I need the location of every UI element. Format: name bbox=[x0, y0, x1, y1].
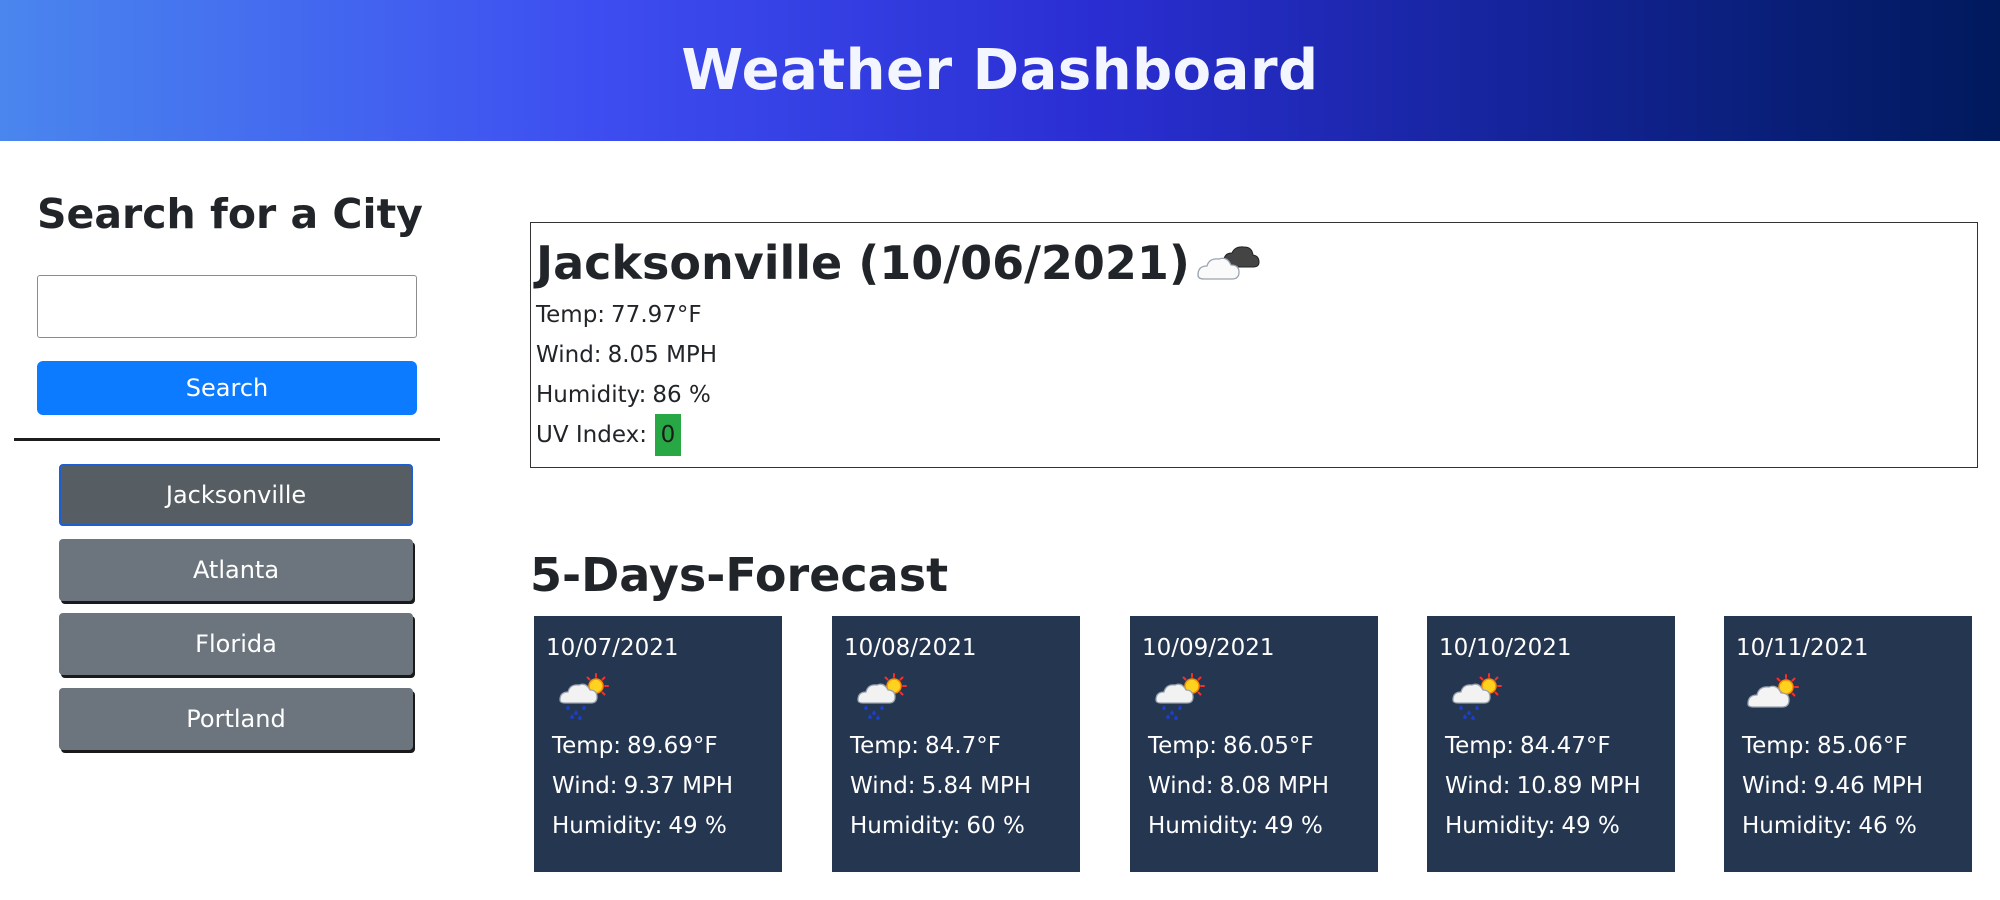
search-heading: Search for a City bbox=[37, 190, 423, 238]
current-weather-card: Jacksonville (10/06/2021) Temp: 77.97°F … bbox=[530, 222, 1978, 468]
wind-label: Wind: bbox=[850, 773, 916, 799]
forecast-heading: 5-Days-Forecast bbox=[530, 548, 949, 602]
forecast-wind: Wind: 8.08 MPH bbox=[1142, 766, 1366, 806]
temp-value: 84.7°F bbox=[925, 733, 1001, 759]
partly-cloudy-icon bbox=[1194, 241, 1260, 285]
wind-label: Wind: bbox=[1445, 773, 1511, 799]
temp-value: 77.97°F bbox=[611, 302, 702, 328]
humidity-value: 49 % bbox=[1561, 813, 1620, 839]
humidity-value: 60 % bbox=[966, 813, 1025, 839]
history-item-portland[interactable]: Portland bbox=[59, 687, 413, 750]
humidity-value: 46 % bbox=[1858, 813, 1917, 839]
forecast-humidity: Humidity: 49 % bbox=[1439, 806, 1663, 846]
humidity-label: Humidity: bbox=[552, 813, 663, 839]
page-title: Weather Dashboard bbox=[681, 38, 1319, 103]
history-item-atlanta[interactable]: Atlanta bbox=[59, 538, 413, 601]
humidity-value: 49 % bbox=[1264, 813, 1323, 839]
city-search-input[interactable] bbox=[37, 275, 417, 338]
sidebar-divider bbox=[14, 438, 440, 441]
current-wind: Wind: 8.05 MPH bbox=[536, 335, 1972, 375]
forecast-temp: Temp: 84.7°F bbox=[844, 726, 1068, 766]
temp-label: Temp: bbox=[1148, 733, 1218, 759]
forecast-humidity: Humidity: 49 % bbox=[546, 806, 770, 846]
forecast-date: 10/08/2021 bbox=[844, 635, 977, 661]
forecast-temp: Temp: 84.47°F bbox=[1439, 726, 1663, 766]
forecast-card: 10/09/2021 Temp: 86.05°F Wind: 8.08 MPH Hu… bbox=[1130, 616, 1378, 872]
forecast-card: 10/08/2021 Temp: 84.7°F Wind: 5.84 MPH Hum… bbox=[832, 616, 1080, 872]
search-history-list: Jacksonville Atlanta Florida Portland bbox=[59, 464, 413, 762]
temp-label: Temp: bbox=[1742, 733, 1812, 759]
app-header: Weather Dashboard bbox=[0, 0, 2000, 141]
wind-value: 10.89 MPH bbox=[1516, 773, 1641, 799]
humidity-label: Humidity: bbox=[1445, 813, 1556, 839]
forecast-temp: Temp: 85.06°F bbox=[1736, 726, 1960, 766]
current-city-date: Jacksonville (10/06/2021) bbox=[536, 236, 1190, 290]
current-weather-header: Jacksonville (10/06/2021) bbox=[536, 231, 1972, 295]
current-humidity: Humidity: 86 % bbox=[536, 375, 1972, 415]
forecast-wind: Wind: 5.84 MPH bbox=[844, 766, 1068, 806]
wind-label: Wind: bbox=[1148, 773, 1214, 799]
temp-value: 89.69°F bbox=[627, 733, 718, 759]
temp-label: Temp: bbox=[850, 733, 920, 759]
forecast-humidity: Humidity: 60 % bbox=[844, 806, 1068, 846]
rain-sun-icon bbox=[1445, 672, 1505, 720]
wind-value: 9.37 MPH bbox=[623, 773, 734, 799]
wind-value: 8.05 MPH bbox=[607, 342, 718, 368]
temp-label: Temp: bbox=[536, 302, 606, 328]
forecast-date: 10/10/2021 bbox=[1439, 635, 1572, 661]
forecast-row: 10/07/2021 Temp: 89.69°F Wind: 9.37 MPH Hu… bbox=[534, 616, 1974, 872]
forecast-wind: Wind: 10.89 MPH bbox=[1439, 766, 1663, 806]
forecast-date: 10/11/2021 bbox=[1736, 635, 1869, 661]
wind-label: Wind: bbox=[552, 773, 618, 799]
wind-value: 9.46 MPH bbox=[1813, 773, 1924, 799]
forecast-wind: Wind: 9.46 MPH bbox=[1736, 766, 1960, 806]
forecast-humidity: Humidity: 46 % bbox=[1736, 806, 1960, 846]
temp-value: 86.05°F bbox=[1223, 733, 1314, 759]
humidity-label: Humidity: bbox=[1742, 813, 1853, 839]
humidity-label: Humidity: bbox=[850, 813, 961, 839]
humidity-label: Humidity: bbox=[536, 382, 647, 408]
forecast-humidity: Humidity: 49 % bbox=[1142, 806, 1366, 846]
forecast-temp: Temp: 86.05°F bbox=[1142, 726, 1366, 766]
history-item-jacksonville[interactable]: Jacksonville bbox=[59, 464, 413, 526]
uv-index-badge: 0 bbox=[654, 414, 681, 456]
cloud-sun-icon bbox=[1742, 672, 1802, 720]
temp-label: Temp: bbox=[552, 733, 622, 759]
forecast-wind: Wind: 9.37 MPH bbox=[546, 766, 770, 806]
wind-label: Wind: bbox=[1742, 773, 1808, 799]
temp-label: Temp: bbox=[1445, 733, 1515, 759]
wind-value: 8.08 MPH bbox=[1219, 773, 1330, 799]
forecast-date: 10/07/2021 bbox=[546, 635, 679, 661]
wind-label: Wind: bbox=[536, 342, 602, 368]
humidity-value: 86 % bbox=[652, 382, 711, 408]
current-temp: Temp: 77.97°F bbox=[536, 295, 1972, 335]
rain-sun-icon bbox=[850, 672, 910, 720]
forecast-temp: Temp: 89.69°F bbox=[546, 726, 770, 766]
uv-label: UV Index: bbox=[536, 422, 647, 448]
humidity-value: 49 % bbox=[668, 813, 727, 839]
search-button[interactable]: Search bbox=[37, 361, 417, 415]
forecast-date: 10/09/2021 bbox=[1142, 635, 1275, 661]
temp-value: 84.47°F bbox=[1520, 733, 1611, 759]
rain-sun-icon bbox=[552, 672, 612, 720]
wind-value: 5.84 MPH bbox=[921, 773, 1032, 799]
temp-value: 85.06°F bbox=[1817, 733, 1908, 759]
forecast-card: 10/10/2021 Temp: 84.47°F Wind: 10.89 MPH H… bbox=[1427, 616, 1675, 872]
humidity-label: Humidity: bbox=[1148, 813, 1259, 839]
rain-sun-icon bbox=[1148, 672, 1208, 720]
history-item-florida[interactable]: Florida bbox=[59, 613, 413, 675]
current-uv: UV Index: 0 bbox=[536, 414, 1972, 456]
forecast-card: 10/11/2021 Temp: 85.06°F Wind: 9.46 MPH Hu… bbox=[1724, 616, 1972, 872]
forecast-card: 10/07/2021 Temp: 89.69°F Wind: 9.37 MPH Hu… bbox=[534, 616, 782, 872]
